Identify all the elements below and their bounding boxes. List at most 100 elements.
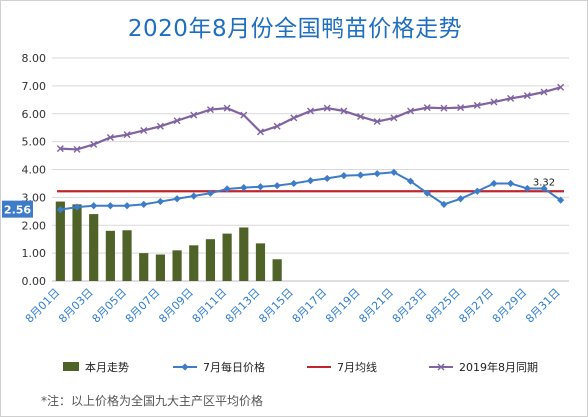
point-marker-x [156, 122, 164, 130]
point-marker-diamond [256, 183, 265, 191]
point-marker-diamond [390, 168, 398, 176]
point-marker-x [473, 101, 481, 109]
point-marker-diamond [340, 172, 348, 180]
point-marker-x [256, 128, 264, 136]
point-marker-diamond [323, 174, 331, 183]
point-marker-diamond [223, 185, 231, 193]
point-marker-x [273, 122, 281, 130]
x-tick-label: 8月07日 [123, 286, 163, 326]
bar [105, 230, 115, 281]
point-marker-x [223, 104, 231, 112]
legend-label: 2019年8月同期 [459, 360, 538, 374]
bar [222, 233, 232, 281]
series-line-2019 [60, 86, 561, 151]
bar [122, 230, 132, 281]
y-tick-label: 1.00 [22, 247, 47, 260]
point-marker-x [407, 107, 415, 115]
point-marker-diamond [540, 184, 548, 193]
end-value-label: 3.32 [533, 177, 555, 188]
legend-marker [437, 363, 445, 371]
point-marker-x [390, 114, 398, 122]
x-tick-label: 8月23日 [390, 286, 430, 326]
legend-label: 本月走势 [85, 360, 129, 374]
x-tick-label: 8月29日 [490, 286, 530, 326]
point-marker-diamond [140, 200, 148, 208]
point-marker-x [340, 107, 348, 115]
point-marker-x [190, 111, 198, 119]
point-marker-diamond [206, 189, 215, 197]
point-marker-diamond [156, 197, 165, 206]
point-marker-diamond [523, 184, 531, 193]
point-marker-diamond [490, 179, 498, 188]
point-marker-x [357, 113, 365, 121]
bar [172, 250, 182, 281]
point-marker-x [440, 104, 448, 112]
point-marker-x [106, 133, 114, 141]
point-marker-diamond [190, 192, 198, 200]
x-tick-label: 8月01日 [23, 286, 63, 326]
point-marker-x [206, 106, 214, 114]
point-marker-diamond [557, 196, 565, 204]
legend-marker [181, 363, 189, 371]
point-marker-diamond [473, 187, 481, 195]
point-marker-x [140, 126, 148, 134]
point-marker-diamond [173, 195, 181, 203]
x-tick-label: 8月09日 [156, 286, 196, 326]
bar [155, 254, 165, 281]
x-tick-label: 8月03日 [56, 286, 96, 326]
bar [72, 204, 82, 281]
point-marker-diamond [440, 200, 448, 208]
x-tick-label: 8月25日 [423, 286, 463, 326]
y-tick-label: 2.00 [22, 219, 47, 232]
point-marker-x [423, 104, 431, 112]
point-marker-diamond [73, 203, 81, 211]
point-marker-diamond [56, 206, 64, 214]
point-marker-x [523, 92, 531, 100]
x-tick-label: 8月21日 [356, 286, 396, 326]
point-marker-x [173, 117, 181, 125]
point-marker-diamond [306, 177, 315, 185]
bar [205, 239, 216, 281]
footnote: *注：以上价格为全国九大主产区平均价格 [41, 394, 264, 408]
x-tick-label: 8月11日 [190, 286, 230, 326]
x-tick-label: 8月15日 [256, 286, 296, 326]
point-marker-x [56, 145, 64, 153]
bar [55, 201, 65, 281]
y-tick-label: 4.00 [22, 164, 47, 177]
point-marker-x [540, 88, 548, 96]
point-marker-diamond [290, 179, 298, 188]
point-marker-diamond [507, 179, 515, 188]
point-marker-diamond [356, 171, 365, 179]
point-marker-diamond [423, 189, 431, 197]
y-tick-label: 7.00 [22, 80, 47, 93]
chart-title: 2020年8月份全国鸭苗价格走势 [127, 16, 463, 42]
bar [239, 227, 249, 281]
x-tick-label: 8月31日 [523, 286, 563, 326]
point-marker-diamond [373, 170, 381, 178]
bar [255, 243, 266, 281]
x-tick-label: 8月27日 [456, 286, 496, 326]
point-marker-x [557, 83, 565, 91]
bar [139, 253, 149, 281]
y-tick-label: 0.00 [22, 275, 47, 288]
x-tick-label: 8月05日 [90, 286, 130, 326]
x-tick-label: 8月17日 [290, 286, 330, 326]
point-marker-x [490, 98, 498, 106]
point-marker-x [457, 104, 465, 112]
point-marker-diamond [456, 195, 465, 203]
point-marker-x [507, 94, 515, 102]
point-marker-x [240, 111, 248, 119]
point-marker-x [123, 131, 131, 139]
y-tick-label: 5.00 [22, 136, 47, 149]
legend-label: 7月每日价格 [203, 360, 265, 374]
x-tick-label: 8月13日 [223, 286, 263, 326]
point-marker-diamond [106, 202, 114, 210]
point-marker-x [307, 107, 314, 115]
point-marker-x [373, 118, 381, 126]
point-marker-x [290, 114, 298, 122]
legend-label: 7月均线 [337, 360, 377, 374]
point-marker-diamond [273, 182, 281, 190]
y-tick-label: 6.00 [22, 108, 47, 121]
point-marker-x [90, 140, 98, 148]
